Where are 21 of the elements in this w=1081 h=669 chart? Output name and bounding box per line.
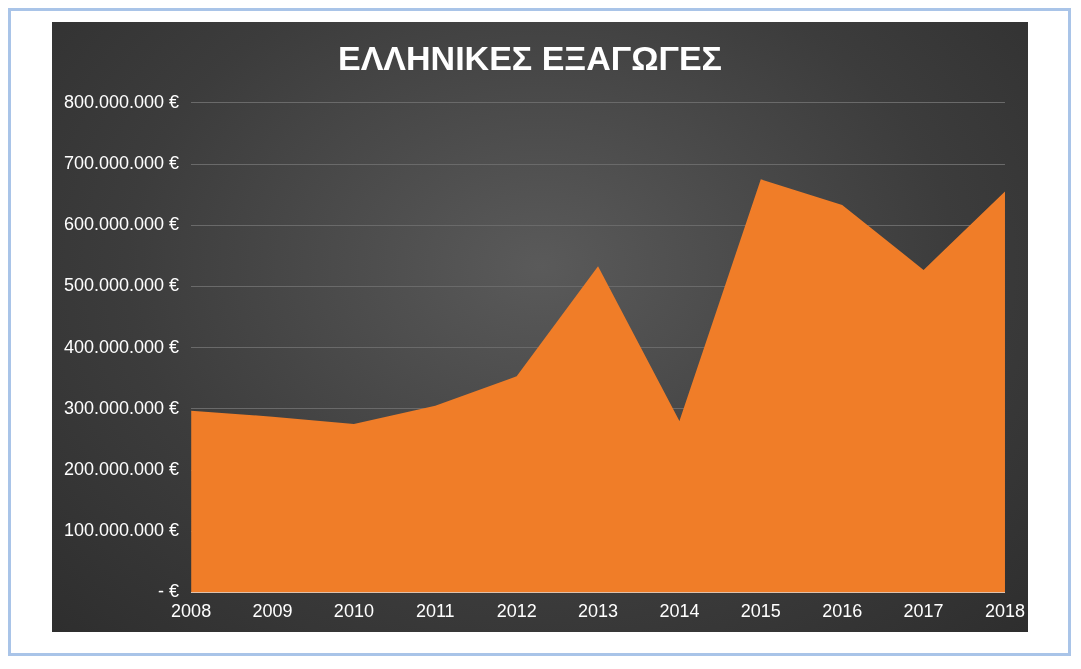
x-tick-label: 2016 [822,601,863,622]
x-tick-label: 2011 [415,601,455,622]
y-tick-label: 600.000.000 € [63,214,180,235]
y-tick-label: 400.000.000 € [63,336,180,357]
x-tick-label: 2014 [659,601,700,622]
y-tick-label: 100.000.000 € [63,520,180,541]
y-tick-label: 500.000.000 € [63,275,180,296]
x-tick-label: 2008 [171,601,212,622]
y-tick-label: 300.000.000 € [63,397,180,418]
x-tick-label: 2017 [903,601,944,622]
y-tick-label: 800.000.000 € [63,91,180,112]
chart-title: ΕΛΛΗΝΙΚΕΣ ΕΞΑΓΩΓΕΣ [338,38,722,77]
x-tick-label: 2015 [740,601,781,622]
x-tick-label: 2009 [252,601,293,622]
y-tick-label: 700.000.000 € [63,152,180,173]
y-tick-label: - € [158,581,180,602]
x-tick-label: 2013 [578,601,619,622]
x-tick-label: 2010 [333,601,374,622]
x-tick-label: 2018 [984,601,1025,622]
y-tick-label: 200.000.000 € [63,458,180,479]
x-tick-label: 2012 [496,601,537,622]
